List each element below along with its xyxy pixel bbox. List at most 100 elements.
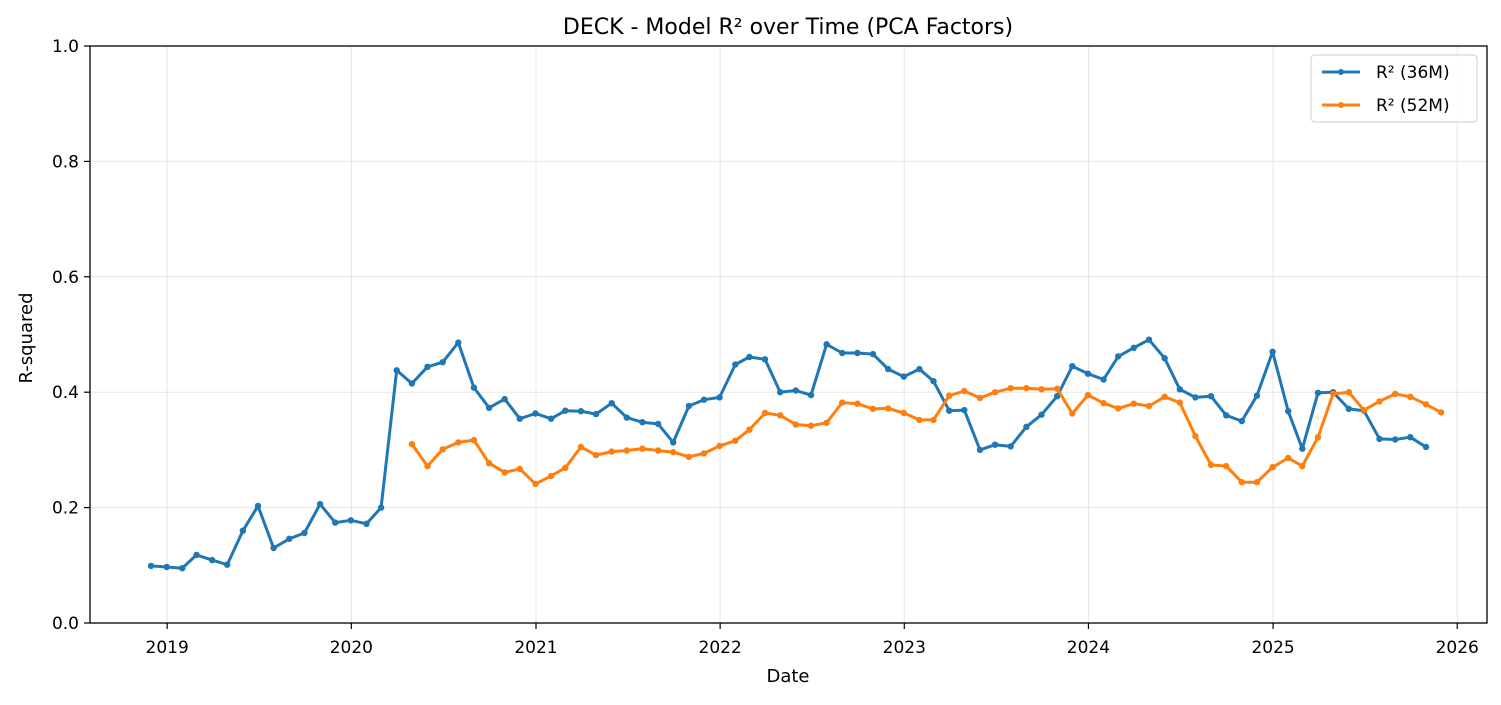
- data-point-r-52m: [1437, 409, 1445, 416]
- data-point-r-36m: [1207, 393, 1215, 400]
- data-point-r-52m: [946, 392, 953, 399]
- data-point-r-36m: [746, 353, 753, 361]
- data-point-r-36m: [316, 500, 324, 508]
- data-point-r-36m: [1054, 393, 1061, 400]
- data-point-r-52m: [577, 443, 585, 451]
- data-point-r-52m: [1392, 390, 1399, 398]
- data-point-r-36m: [1314, 389, 1322, 396]
- data-point-r-52m: [1130, 400, 1138, 407]
- data-point-r-36m: [1007, 443, 1014, 450]
- data-point-r-36m: [961, 406, 968, 414]
- data-point-r-36m: [1269, 348, 1276, 355]
- data-point-r-36m: [639, 419, 646, 426]
- data-point-r-36m: [1299, 445, 1306, 452]
- data-point-r-36m: [976, 446, 984, 454]
- data-point-r-36m: [854, 349, 861, 357]
- data-point-r-52m: [1329, 390, 1337, 398]
- data-point-r-36m: [1100, 376, 1107, 383]
- x-tick-label: 2024: [1067, 638, 1110, 658]
- data-point-r-36m: [239, 527, 247, 534]
- data-point-r-52m: [916, 416, 923, 424]
- x-tick-label: 2023: [883, 638, 926, 658]
- data-point-r-36m: [516, 415, 523, 422]
- data-point-r-52m: [807, 422, 815, 429]
- data-point-r-36m: [685, 402, 693, 410]
- data-point-r-36m: [485, 404, 493, 411]
- data-point-r-52m: [562, 464, 569, 471]
- data-point-r-52m: [1084, 391, 1092, 399]
- data-point-r-36m: [761, 356, 769, 363]
- x-axis-label: Date: [766, 666, 809, 687]
- data-point-r-36m: [377, 504, 385, 511]
- x-tick-label: 2019: [146, 638, 189, 658]
- data-point-r-36m: [991, 441, 999, 448]
- data-point-r-36m: [393, 367, 400, 374]
- data-point-r-36m: [254, 502, 262, 510]
- data-point-r-36m: [869, 350, 877, 358]
- data-point-r-36m: [792, 387, 799, 394]
- data-point-r-36m: [1376, 435, 1383, 443]
- data-point-r-52m: [1376, 398, 1383, 405]
- data-point-r-52m: [1100, 400, 1107, 407]
- y-tick-label: 0.0: [52, 614, 79, 634]
- data-point-r-36m: [532, 410, 539, 417]
- data-point-r-52m: [991, 389, 999, 396]
- series-line-r-36m: [149, 338, 1428, 570]
- data-point-r-36m: [1023, 423, 1030, 430]
- data-point-r-52m: [592, 451, 600, 459]
- data-point-r-36m: [562, 407, 569, 414]
- y-axis-label: R-squared: [16, 292, 37, 383]
- data-point-r-36m: [1407, 434, 1414, 441]
- data-point-r-52m: [501, 469, 508, 476]
- data-point-r-52m: [608, 448, 615, 455]
- data-point-r-52m: [777, 412, 784, 419]
- legend-marker-36m: [1338, 69, 1344, 75]
- data-point-r-36m: [916, 365, 923, 373]
- chart-title: DECK - Model R² over Time (PCA Factors): [563, 15, 1013, 40]
- data-point-r-36m: [732, 361, 739, 368]
- data-point-r-52m: [700, 450, 708, 457]
- data-point-r-52m: [1115, 405, 1122, 412]
- data-point-r-36m: [208, 556, 216, 564]
- data-point-r-52m: [1207, 461, 1215, 469]
- data-point-r-52m: [869, 405, 877, 413]
- data-point-r-52m: [1176, 399, 1184, 406]
- data-point-r-36m: [547, 415, 555, 422]
- data-point-r-36m: [1115, 353, 1122, 360]
- data-point-r-52m: [623, 447, 630, 454]
- data-point-r-36m: [1392, 436, 1399, 443]
- x-tick-label: 2026: [1436, 638, 1479, 658]
- data-point-r-36m: [1038, 411, 1045, 418]
- y-tick-label: 0.6: [52, 268, 79, 288]
- data-point-r-52m: [670, 449, 677, 456]
- data-point-r-36m: [608, 400, 615, 407]
- data-point-r-52m: [1360, 406, 1368, 414]
- data-point-r-36m: [424, 363, 431, 370]
- data-point-r-36m: [193, 551, 200, 559]
- data-point-r-52m: [839, 399, 846, 406]
- data-point-r-52m: [1145, 402, 1153, 410]
- y-tick-label: 0.4: [52, 383, 79, 403]
- data-point-r-52m: [961, 387, 968, 395]
- data-point-r-52m: [900, 409, 907, 417]
- data-point-r-52m: [408, 440, 416, 448]
- data-point-r-52m: [1069, 410, 1076, 417]
- data-point-r-52m: [455, 439, 462, 446]
- data-point-r-52m: [439, 446, 446, 453]
- data-point-r-36m: [700, 396, 708, 403]
- data-point-r-52m: [1161, 393, 1168, 400]
- data-point-r-52m: [485, 460, 493, 467]
- data-point-r-36m: [716, 394, 723, 401]
- data-point-r-52m: [516, 465, 523, 473]
- data-point-r-36m: [623, 414, 630, 421]
- data-point-r-36m: [1176, 386, 1184, 393]
- data-point-r-36m: [670, 439, 677, 446]
- data-point-r-36m: [286, 535, 293, 542]
- data-point-r-36m: [884, 365, 892, 373]
- data-point-r-36m: [577, 408, 585, 415]
- data-point-r-52m: [654, 447, 662, 454]
- x-tick-label: 2022: [699, 638, 742, 658]
- data-point-r-52m: [1314, 434, 1322, 441]
- plot-frame: [89, 45, 1488, 624]
- data-point-r-52m: [1023, 385, 1030, 392]
